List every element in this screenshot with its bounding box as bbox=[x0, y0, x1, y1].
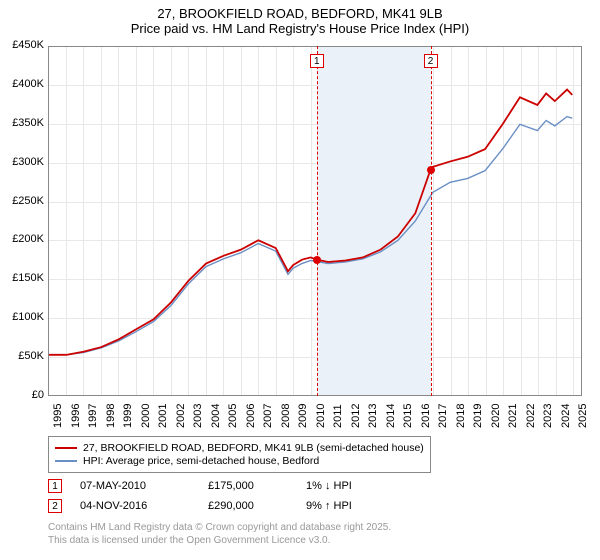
ytick-label: £400K bbox=[0, 78, 44, 90]
marker-label-1: 1 bbox=[310, 54, 324, 68]
ytick-label: £150K bbox=[0, 272, 44, 284]
attribution-line1: Contains HM Land Registry data © Crown c… bbox=[48, 521, 582, 534]
ytick-label: £0 bbox=[0, 389, 44, 401]
xtick-label: 2001 bbox=[157, 404, 169, 428]
sale-marker: 2 bbox=[48, 499, 62, 513]
marker-point-2 bbox=[427, 166, 435, 174]
xtick-label: 2002 bbox=[175, 404, 187, 428]
xtick-label: 2012 bbox=[350, 404, 362, 428]
root: 27, BROOKFIELD ROAD, BEDFORD, MK41 9LB P… bbox=[0, 0, 600, 560]
legend-text: HPI: Average price, semi-detached house,… bbox=[83, 455, 319, 467]
xtick-label: 1998 bbox=[105, 404, 117, 428]
marker-line-2 bbox=[431, 46, 432, 396]
xtick-label: 1999 bbox=[122, 404, 134, 428]
xtick-label: 2000 bbox=[140, 404, 152, 428]
ytick-label: £250K bbox=[0, 195, 44, 207]
legend-box: 27, BROOKFIELD ROAD, BEDFORD, MK41 9LB (… bbox=[48, 436, 431, 473]
xtick-label: 2015 bbox=[402, 404, 414, 428]
ytick-label: £450K bbox=[0, 39, 44, 51]
xtick-label: 2008 bbox=[280, 404, 292, 428]
sale-marker: 1 bbox=[48, 479, 62, 493]
series-subject bbox=[49, 90, 572, 355]
xtick-label: 2004 bbox=[210, 404, 222, 428]
marker-point-1 bbox=[313, 256, 321, 264]
xtick-label: 1995 bbox=[52, 404, 64, 428]
legend-area: 27, BROOKFIELD ROAD, BEDFORD, MK41 9LB (… bbox=[48, 436, 582, 547]
xtick-label: 2005 bbox=[227, 404, 239, 428]
sale-row: 2 04-NOV-2016 £290,000 9% ↑ HPI bbox=[48, 499, 582, 513]
xtick-label: 2018 bbox=[455, 404, 467, 428]
xtick-label: 2009 bbox=[297, 404, 309, 428]
xtick-label: 2006 bbox=[245, 404, 257, 428]
legend-row: HPI: Average price, semi-detached house,… bbox=[55, 455, 424, 467]
sales-rows: 1 07-MAY-2010 £175,000 1% ↓ HPI 2 04-NOV-2016… bbox=[48, 479, 582, 513]
legend-row: 27, BROOKFIELD ROAD, BEDFORD, MK41 9LB (… bbox=[55, 442, 424, 454]
xtick-label: 2023 bbox=[542, 404, 554, 428]
sale-date: 07-MAY-2010 bbox=[80, 480, 190, 492]
sale-price: £290,000 bbox=[208, 500, 288, 512]
legend-swatch bbox=[55, 447, 77, 449]
ytick-label: £50K bbox=[0, 350, 44, 362]
ytick-label: £100K bbox=[0, 311, 44, 323]
xtick-label: 1997 bbox=[87, 404, 99, 428]
marker-line-1 bbox=[317, 46, 318, 396]
ytick-label: £350K bbox=[0, 117, 44, 129]
xtick-label: 2020 bbox=[490, 404, 502, 428]
xtick-label: 2016 bbox=[420, 404, 432, 428]
sale-row: 1 07-MAY-2010 £175,000 1% ↓ HPI bbox=[48, 479, 582, 493]
ytick-label: £200K bbox=[0, 233, 44, 245]
sale-delta: 9% ↑ HPI bbox=[306, 500, 386, 512]
title-block: 27, BROOKFIELD ROAD, BEDFORD, MK41 9LB P… bbox=[0, 0, 600, 38]
xtick-label: 2021 bbox=[507, 404, 519, 428]
xtick-label: 2011 bbox=[332, 404, 344, 428]
chart-plot-area bbox=[48, 46, 582, 396]
title-line2: Price paid vs. HM Land Registry's House … bbox=[0, 21, 600, 36]
series-hpi bbox=[49, 117, 572, 355]
attribution-line2: This data is licensed under the Open Gov… bbox=[48, 534, 582, 547]
xtick-label: 2025 bbox=[577, 404, 589, 428]
xtick-label: 2019 bbox=[472, 404, 484, 428]
xtick-label: 2007 bbox=[262, 404, 274, 428]
marker-label-2: 2 bbox=[424, 54, 438, 68]
xtick-label: 2014 bbox=[385, 404, 397, 428]
xtick-label: 1996 bbox=[70, 404, 82, 428]
plot-svg bbox=[49, 47, 581, 395]
xtick-label: 2003 bbox=[192, 404, 204, 428]
xtick-label: 2010 bbox=[315, 404, 327, 428]
xtick-label: 2024 bbox=[560, 404, 572, 428]
attribution: Contains HM Land Registry data © Crown c… bbox=[48, 521, 582, 547]
sale-date: 04-NOV-2016 bbox=[80, 500, 190, 512]
sale-delta: 1% ↓ HPI bbox=[306, 480, 386, 492]
legend-text: 27, BROOKFIELD ROAD, BEDFORD, MK41 9LB (… bbox=[83, 442, 424, 454]
sale-price: £175,000 bbox=[208, 480, 288, 492]
legend-swatch bbox=[55, 460, 77, 462]
title-line1: 27, BROOKFIELD ROAD, BEDFORD, MK41 9LB bbox=[0, 6, 600, 21]
xtick-label: 2017 bbox=[437, 404, 449, 428]
xtick-label: 2013 bbox=[367, 404, 379, 428]
ytick-label: £300K bbox=[0, 156, 44, 168]
xtick-label: 2022 bbox=[525, 404, 537, 428]
